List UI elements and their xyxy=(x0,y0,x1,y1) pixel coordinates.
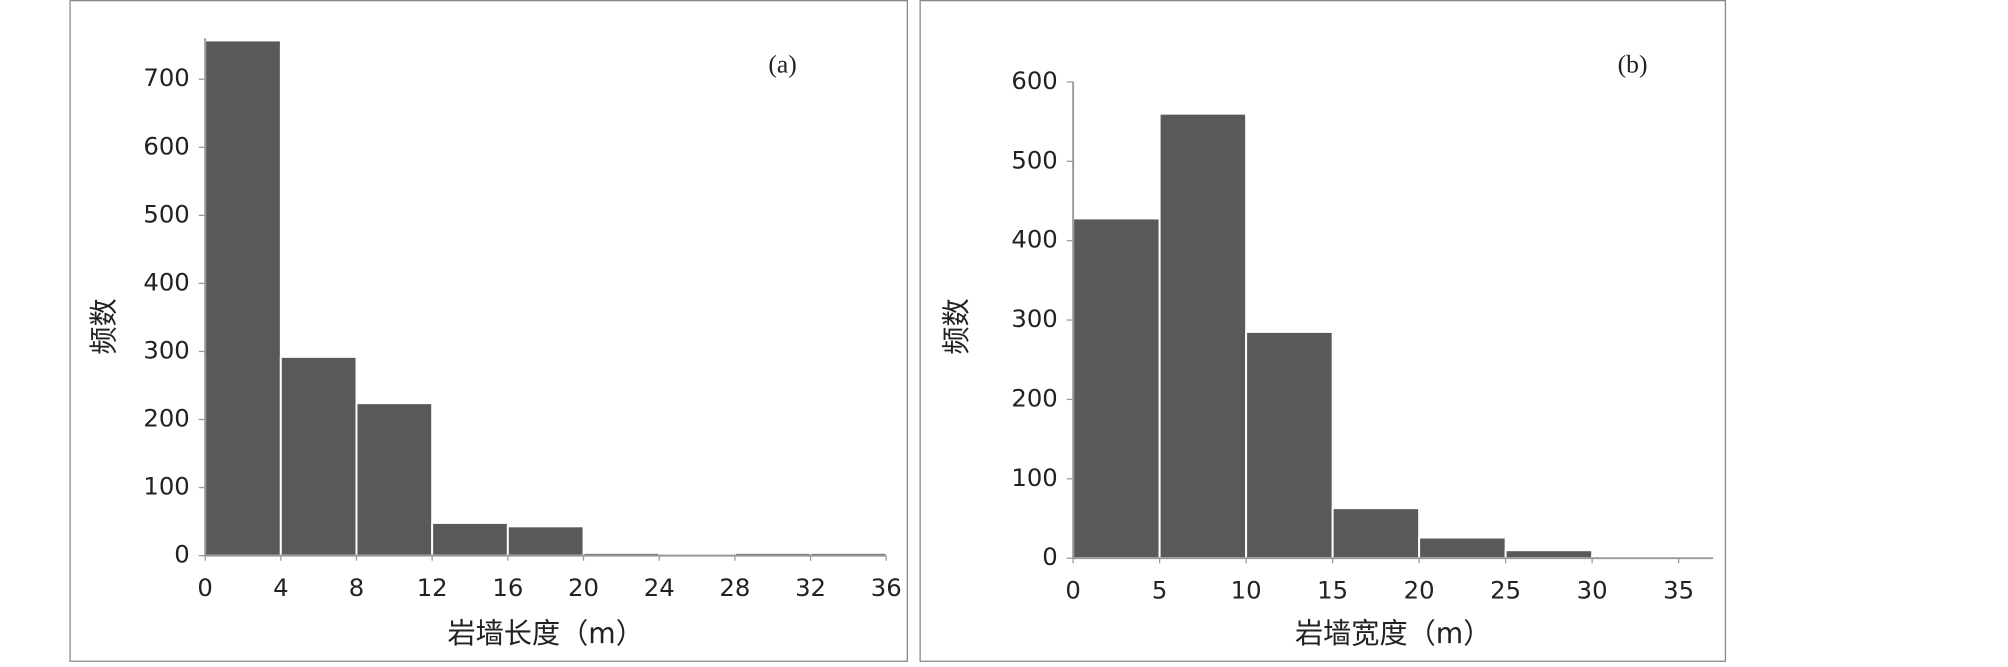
x-tick-label: 28 xyxy=(719,573,750,602)
y-tick-label: 0 xyxy=(174,540,189,569)
y-tick-label: 100 xyxy=(1011,463,1057,492)
y-tick-label: 200 xyxy=(1011,383,1057,412)
x-axis-label: 岩墙宽度（m） xyxy=(1295,617,1491,650)
y-tick-label: 300 xyxy=(1011,304,1057,333)
y-axis-label: 频数 xyxy=(940,298,973,354)
panel-label: (a) xyxy=(768,49,796,78)
bar xyxy=(1504,549,1594,560)
x-tick-label: 30 xyxy=(1577,575,1608,604)
bar xyxy=(431,521,509,557)
x-tick-label: 8 xyxy=(349,573,364,602)
y-tick-label: 600 xyxy=(143,131,189,160)
bar xyxy=(1331,507,1421,560)
bar xyxy=(355,402,434,557)
x-tick-label: 12 xyxy=(417,573,448,602)
x-tick-label: 16 xyxy=(492,573,523,602)
bar xyxy=(204,39,282,557)
x-tick-label: 24 xyxy=(644,573,675,602)
y-tick-label: 200 xyxy=(143,404,189,433)
y-tick-label: 500 xyxy=(1011,145,1057,174)
x-axis-label: 岩墙长度（m） xyxy=(447,617,643,650)
x-tick-label: 0 xyxy=(197,573,212,602)
y-axis-label: 频数 xyxy=(87,298,120,354)
y-tick-label: 700 xyxy=(143,63,189,92)
y-tick-label: 600 xyxy=(1011,66,1057,95)
x-tick-label: 4 xyxy=(273,573,288,602)
bar xyxy=(1158,112,1248,560)
y-tick-label: 0 xyxy=(1042,542,1057,571)
x-tick-label: 25 xyxy=(1490,575,1521,604)
x-tick-label: 5 xyxy=(1152,575,1167,604)
x-tick-label: 0 xyxy=(1065,575,1080,604)
x-tick-label: 36 xyxy=(871,573,902,602)
y-tick-label: 400 xyxy=(143,267,189,296)
x-tick-label: 35 xyxy=(1663,575,1694,604)
bar xyxy=(506,525,585,557)
bar xyxy=(1418,536,1507,560)
x-tick-label: 32 xyxy=(795,573,826,602)
x-tick-label: 20 xyxy=(568,573,599,602)
y-tick-label: 300 xyxy=(143,335,189,364)
panel-frame xyxy=(919,0,1727,662)
panel-label: (b) xyxy=(1618,49,1648,78)
bar xyxy=(1245,331,1334,560)
bar xyxy=(279,355,358,557)
x-tick-label: 15 xyxy=(1317,575,1348,604)
y-tick-label: 400 xyxy=(1011,225,1057,254)
bar xyxy=(1072,217,1161,560)
x-tick-label: 10 xyxy=(1231,575,1262,604)
y-tick-label: 100 xyxy=(143,472,189,501)
y-tick-label: 500 xyxy=(143,199,189,228)
panel-frame xyxy=(69,0,908,662)
x-tick-label: 20 xyxy=(1404,575,1435,604)
